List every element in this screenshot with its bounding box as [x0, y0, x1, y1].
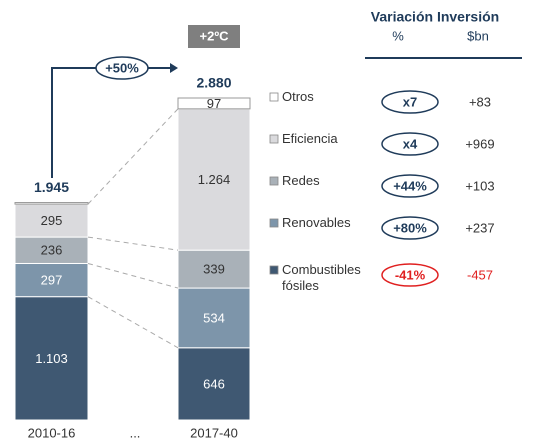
legend-label: Otros: [282, 89, 314, 104]
legend-marker: [269, 176, 279, 186]
table-column: %: [392, 28, 404, 43]
legend-label: Redes: [282, 173, 320, 188]
connector: [87, 108, 179, 205]
arrow-head: [170, 63, 178, 73]
legend-label: Renovables: [282, 215, 351, 230]
change-pct: x4: [403, 136, 418, 151]
bar-segment: [177, 287, 251, 349]
bar-segment: [14, 203, 89, 238]
value-label: 1.103: [35, 351, 68, 366]
legend-label: Eficiencia: [282, 131, 338, 146]
change-pct: +80%: [393, 220, 427, 235]
table-column: $bn: [467, 28, 489, 43]
change-bn: +237: [465, 220, 494, 235]
x-tick-label: 2017-40: [190, 425, 238, 440]
value-label: 534: [203, 310, 225, 325]
bar-segment: [14, 236, 89, 264]
value-label: 295: [41, 213, 63, 228]
value-label: 646: [203, 376, 225, 391]
change-oval: [381, 132, 439, 156]
change-oval: [381, 216, 439, 240]
legend-marker: [269, 218, 279, 228]
x-tick-label: 2010-16: [28, 425, 76, 440]
legend-marker: [269, 134, 279, 144]
change-pct: +44%: [393, 178, 427, 193]
value-label: 297: [41, 273, 63, 288]
value-label: 339: [203, 262, 225, 277]
gap-label: ...: [130, 425, 141, 440]
change-oval: [381, 263, 439, 287]
bar-segment: [14, 202, 89, 205]
scenario-box: [188, 25, 240, 48]
growth-arrow: [51, 67, 96, 178]
connector: [87, 236, 179, 251]
bar-segment: [177, 347, 251, 421]
bar-segment: [14, 262, 89, 298]
change-bn: +969: [465, 136, 494, 151]
change-oval: [381, 90, 439, 114]
connector: [87, 262, 179, 289]
bar-segment: [177, 108, 251, 251]
growth-oval: [95, 56, 149, 80]
total-label: 1.945: [34, 179, 69, 195]
bar-segment: [14, 296, 89, 421]
bar-segment: [177, 97, 251, 110]
connector: [87, 296, 179, 349]
change-pct: -41%: [395, 267, 426, 282]
change-oval: [381, 174, 439, 198]
change-bn: +83: [469, 94, 491, 109]
legend-label: Combustibles fósiles: [282, 262, 361, 293]
legend-marker: [269, 265, 279, 275]
legend-marker: [269, 92, 279, 102]
change-bn: +103: [465, 178, 494, 193]
table-title: Variación Inversión: [371, 9, 499, 25]
value-label: 1.264: [198, 172, 231, 187]
growth-label: +50%: [105, 60, 139, 75]
scenario-label: +2ºC: [200, 28, 230, 43]
change-bn: -457: [467, 267, 493, 282]
change-pct: x7: [403, 94, 417, 109]
total-label: 2.880: [196, 75, 231, 91]
value-label: 236: [41, 243, 63, 258]
value-label: 97: [207, 96, 221, 111]
